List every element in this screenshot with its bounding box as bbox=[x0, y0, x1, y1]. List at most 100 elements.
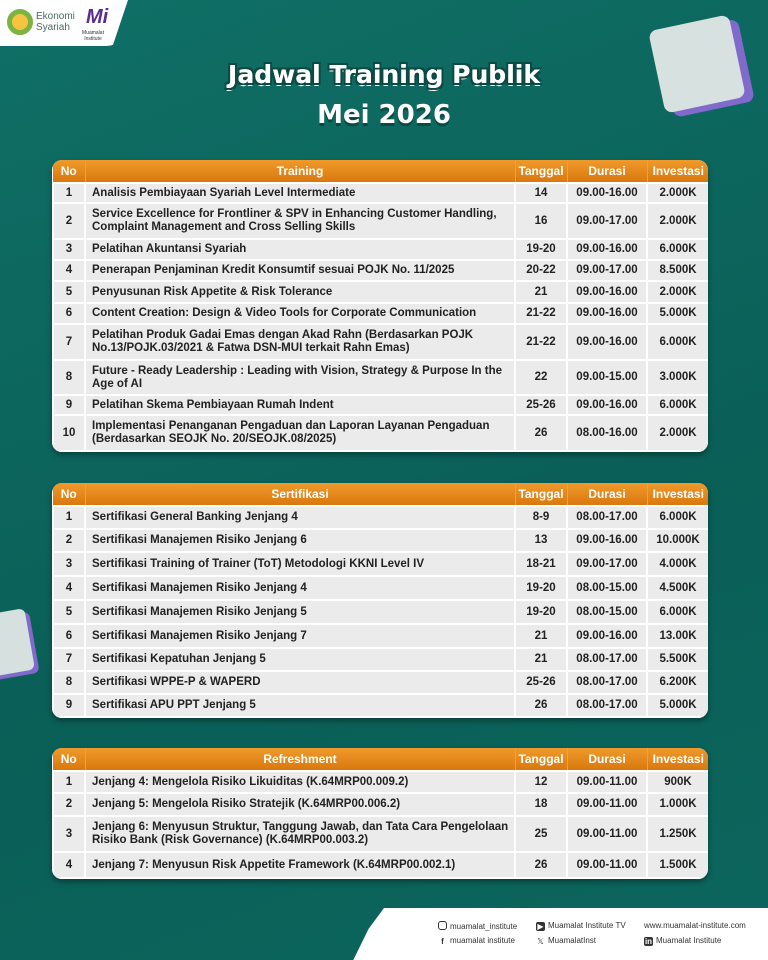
row-name: Sertifikasi Kepatuhan Jenjang 5 bbox=[84, 647, 516, 672]
logo-area: Ekonomi Syariah Mi Muamalat Institute bbox=[0, 0, 128, 46]
row-name: Penyusunan Risk Appetite & Risk Toleranc… bbox=[84, 280, 516, 304]
table-header: No Sertifikasi Tanggal Durasi Investasi bbox=[53, 483, 708, 506]
header-title: Sertifikasi bbox=[85, 483, 516, 506]
row-name: Future - Ready Leadership : Leading with… bbox=[84, 359, 516, 396]
header-tanggal: Tanggal bbox=[515, 160, 568, 183]
row-tanggal: 21 bbox=[514, 623, 568, 649]
row-durasi: 09.00-17.00 bbox=[566, 551, 648, 577]
row-tanggal: 13 bbox=[514, 528, 568, 553]
table-row: 1 Sertifikasi General Banking Jenjang 4 8-… bbox=[52, 505, 708, 530]
row-investasi: 1.250K bbox=[646, 815, 708, 853]
row-investasi: 6.000K bbox=[646, 505, 708, 530]
row-tanggal: 20-22 bbox=[514, 259, 568, 282]
linkedin-handle: Muamalat Institute bbox=[656, 936, 722, 945]
youtube-handle: Muamalat Institute TV bbox=[548, 921, 626, 930]
footer-x[interactable]: 𝕏 MuamalatInst bbox=[536, 936, 596, 946]
row-durasi: 08.00-15.00 bbox=[566, 575, 648, 601]
row-no: 7 bbox=[52, 647, 86, 672]
row-name: Jenjang 5: Mengelola Risiko Stratejik (K… bbox=[84, 792, 516, 817]
row-tanggal: 14 bbox=[514, 182, 568, 204]
x-handle: MuamalatInst bbox=[548, 936, 597, 945]
row-durasi: 09.00-16.00 bbox=[566, 302, 648, 325]
row-no: 3 bbox=[52, 551, 86, 577]
page-title: Jadwal Training Publik bbox=[228, 60, 540, 89]
row-investasi: 4.000K bbox=[646, 551, 708, 577]
row-tanggal: 21-22 bbox=[514, 323, 568, 361]
row-investasi: 6.000K bbox=[646, 394, 708, 416]
row-investasi: 6.000K bbox=[646, 238, 708, 261]
row-name: Pelatihan Produk Gadai Emas dengan Akad … bbox=[84, 323, 516, 361]
row-durasi: 09.00-17.00 bbox=[566, 259, 648, 282]
table-row: 8 Future - Ready Leadership : Leading wit… bbox=[52, 359, 708, 396]
footer-facebook[interactable]: f muamalat institute bbox=[438, 936, 515, 946]
row-no: 8 bbox=[52, 359, 86, 396]
row-tanggal: 21 bbox=[514, 647, 568, 672]
refreshment-table: No Refreshment Tanggal Durasi Investasi 1… bbox=[52, 748, 708, 879]
row-no: 8 bbox=[52, 670, 86, 695]
row-no: 2 bbox=[52, 528, 86, 553]
row-investasi: 1.000K bbox=[646, 792, 708, 817]
table-row: 3 Jenjang 6: Menyusun Struktur, Tanggung … bbox=[52, 815, 708, 853]
row-durasi: 09.00-16.00 bbox=[566, 528, 648, 553]
row-no: 2 bbox=[52, 202, 86, 240]
header-tanggal: Tanggal bbox=[515, 483, 568, 506]
row-name: Sertifikasi General Banking Jenjang 4 bbox=[84, 505, 516, 530]
header-durasi: Durasi bbox=[567, 748, 648, 771]
header-title: Training bbox=[85, 160, 516, 183]
sertifikasi-table: No Sertifikasi Tanggal Durasi Investasi 1… bbox=[52, 483, 708, 718]
row-durasi: 08.00-17.00 bbox=[566, 505, 648, 530]
row-name: Sertifikasi Manajemen Risiko Jenjang 4 bbox=[84, 575, 516, 601]
row-investasi: 2.000K bbox=[646, 414, 708, 452]
header-no: No bbox=[53, 160, 86, 183]
header-title: Refreshment bbox=[85, 748, 516, 771]
table-row: 2 Jenjang 5: Mengelola Risiko Stratejik (… bbox=[52, 792, 708, 817]
row-name: Sertifikasi WPPE-P & WAPERD bbox=[84, 670, 516, 695]
row-no: 4 bbox=[52, 575, 86, 601]
table-row: 2 Service Excellence for Frontliner & SPV… bbox=[52, 202, 708, 240]
row-no: 3 bbox=[52, 815, 86, 853]
row-investasi: 4.500K bbox=[646, 575, 708, 601]
header-investasi: Investasi bbox=[647, 160, 708, 183]
table-header: No Refreshment Tanggal Durasi Investasi bbox=[53, 748, 708, 771]
page-subtitle: Mei 2026 bbox=[317, 100, 451, 130]
row-tanggal: 26 bbox=[514, 693, 568, 718]
row-investasi: 6.000K bbox=[646, 599, 708, 625]
row-investasi: 2.000K bbox=[646, 280, 708, 304]
row-investasi: 900K bbox=[646, 770, 708, 794]
footer-youtube[interactable]: ▶ Muamalat Institute TV bbox=[536, 921, 626, 931]
header-investasi: Investasi bbox=[647, 483, 708, 506]
row-investasi: 6.200K bbox=[646, 670, 708, 695]
row-investasi: 2.000K bbox=[646, 202, 708, 240]
row-no: 4 bbox=[52, 259, 86, 282]
row-name: Sertifikasi Manajemen Risiko Jenjang 5 bbox=[84, 599, 516, 625]
row-durasi: 09.00-16.00 bbox=[566, 323, 648, 361]
row-tanggal: 19-20 bbox=[514, 575, 568, 601]
footer-instagram[interactable]: muamalat_institute bbox=[438, 921, 517, 931]
footer-website[interactable]: www.muamalat-institute.com bbox=[644, 921, 746, 930]
row-name: Sertifikasi Manajemen Risiko Jenjang 6 bbox=[84, 528, 516, 553]
row-investasi: 5.500K bbox=[646, 647, 708, 672]
row-durasi: 09.00-16.00 bbox=[566, 238, 648, 261]
schedule-table: No Refreshment Tanggal Durasi Investasi 1… bbox=[52, 748, 708, 879]
ekonomi-syariah-logo-text: Ekonomi Syariah bbox=[36, 11, 75, 33]
row-name: Content Creation: Design & Video Tools f… bbox=[84, 302, 516, 325]
table-row: 7 Sertifikasi Kepatuhan Jenjang 5 21 08.00-… bbox=[52, 647, 708, 672]
row-name: Penerapan Penjaminan Kredit Konsumtif se… bbox=[84, 259, 516, 282]
table-row: 4 Penerapan Penjaminan Kredit Konsumtif s… bbox=[52, 259, 708, 282]
row-durasi: 08.00-15.00 bbox=[566, 599, 648, 625]
row-no: 4 bbox=[52, 851, 86, 879]
row-no: 5 bbox=[52, 280, 86, 304]
row-tanggal: 25 bbox=[514, 815, 568, 853]
row-investasi: 13.00K bbox=[646, 623, 708, 649]
row-name: Sertifikasi APU PPT Jenjang 5 bbox=[84, 693, 516, 718]
x-icon: 𝕏 bbox=[537, 937, 544, 946]
ekonomi-syariah-logo-icon bbox=[7, 9, 33, 35]
footer-linkedin[interactable]: in Muamalat Institute bbox=[644, 936, 721, 946]
table-row: 1 Jenjang 4: Mengelola Risiko Likuiditas … bbox=[52, 770, 708, 794]
table-row: 9 Pelatihan Skema Pembiayaan Rumah Indent… bbox=[52, 394, 708, 416]
row-tanggal: 22 bbox=[514, 359, 568, 396]
row-no: 5 bbox=[52, 599, 86, 625]
instagram-icon bbox=[438, 921, 447, 930]
